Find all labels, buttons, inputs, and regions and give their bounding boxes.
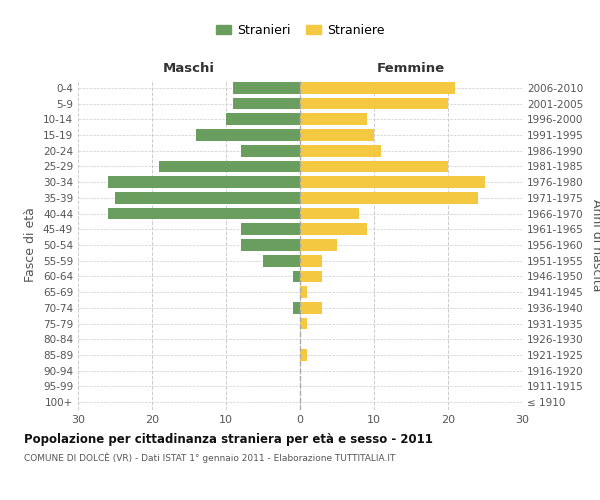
Bar (300, 239, 337, 251)
Bar (300, 129, 374, 141)
Bar (300, 145, 382, 156)
Bar (241, 224, 300, 235)
Bar (241, 239, 300, 251)
Bar (300, 318, 307, 330)
Bar (300, 176, 485, 188)
Bar (293, 270, 300, 282)
Bar (196, 129, 300, 141)
Bar (300, 270, 322, 282)
Legend: Stranieri, Straniere: Stranieri, Straniere (211, 18, 389, 42)
Bar (293, 302, 300, 314)
Bar (300, 302, 322, 314)
Y-axis label: Anni di nascita: Anni di nascita (590, 198, 600, 291)
Bar (263, 255, 300, 266)
Bar (107, 208, 300, 220)
Bar (233, 82, 300, 94)
Text: Maschi: Maschi (163, 62, 215, 76)
Text: Popolazione per cittadinanza straniera per età e sesso - 2011: Popolazione per cittadinanza straniera p… (24, 432, 433, 446)
Bar (300, 160, 448, 172)
Bar (115, 192, 300, 204)
Bar (300, 98, 448, 110)
Bar (300, 224, 367, 235)
Bar (300, 208, 359, 220)
Text: COMUNE DI DOLCÈ (VR) - Dati ISTAT 1° gennaio 2011 - Elaborazione TUTTITALIA.IT: COMUNE DI DOLCÈ (VR) - Dati ISTAT 1° gen… (24, 452, 395, 463)
Bar (300, 349, 307, 361)
Bar (233, 98, 300, 110)
Bar (300, 114, 367, 125)
Bar (300, 82, 455, 94)
Bar (300, 286, 307, 298)
Bar (300, 255, 322, 266)
Text: Femmine: Femmine (377, 62, 445, 76)
Bar (226, 114, 300, 125)
Bar (160, 160, 300, 172)
Bar (300, 192, 478, 204)
Bar (107, 176, 300, 188)
Bar (241, 145, 300, 156)
Y-axis label: Fasce di età: Fasce di età (25, 208, 37, 282)
